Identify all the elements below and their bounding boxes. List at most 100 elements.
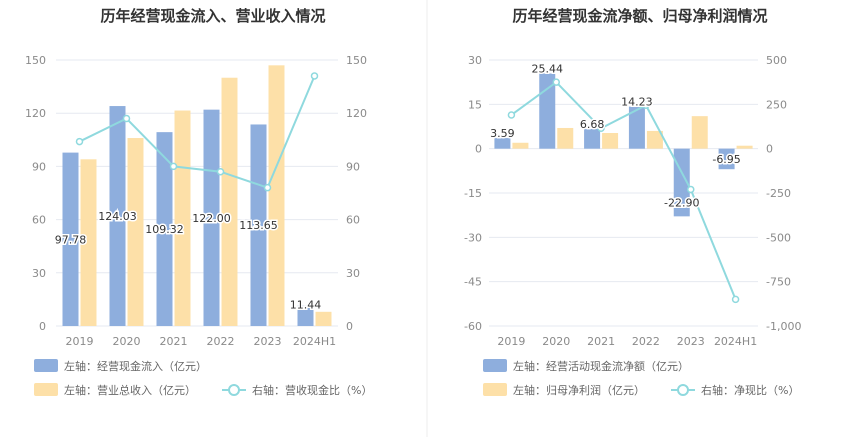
right-axis-tick: 250 bbox=[766, 98, 787, 111]
ratio-line-point bbox=[122, 114, 131, 123]
bar-primary bbox=[628, 106, 645, 149]
bar-primary bbox=[494, 138, 511, 149]
bar-secondary bbox=[315, 311, 332, 326]
x-axis-tick: 2019 bbox=[497, 335, 525, 348]
x-axis-tick: 2024H1 bbox=[293, 335, 336, 348]
bar-data-label: 122.00 bbox=[192, 212, 231, 225]
right-axis-tick: 90 bbox=[346, 160, 360, 173]
legend-label: 左轴：经营活动现金流净额（亿元） bbox=[513, 359, 689, 373]
right-axis-tick: 30 bbox=[346, 267, 360, 280]
left-axis-tick: -60 bbox=[464, 320, 482, 333]
right-axis-tick: -500 bbox=[766, 231, 791, 244]
bars bbox=[62, 65, 332, 326]
x-axis-tick: 2020 bbox=[113, 335, 141, 348]
chart-title: 历年经营现金流净额、归母净利润情况 bbox=[512, 7, 767, 25]
bar-primary bbox=[62, 152, 79, 326]
ratio-line bbox=[75, 72, 319, 192]
ratio-line-point bbox=[169, 162, 178, 171]
left-axis-tick: 60 bbox=[32, 214, 46, 227]
left-axis-tick: -45 bbox=[464, 276, 482, 289]
left-axis-tick: 0 bbox=[39, 320, 46, 333]
bar-data-label: 97.78 bbox=[55, 233, 87, 246]
axis-ticks: 0 0 30 30 60 60 90 90 120 120 150 150 2019 2020 2021 20… bbox=[25, 54, 367, 348]
right-axis-tick: 500 bbox=[766, 54, 787, 67]
ratio-line-point bbox=[310, 72, 319, 80]
right-axis-tick: 0 bbox=[766, 143, 773, 156]
bar-primary bbox=[718, 148, 735, 170]
right-axis-tick: 120 bbox=[346, 107, 367, 120]
right-axis-tick: -250 bbox=[766, 187, 791, 200]
right-axis-tick: 0 bbox=[346, 320, 353, 333]
bar-data-label: 3.59 bbox=[490, 127, 515, 140]
chart-title: 历年经营现金流入、营业收入情况 bbox=[100, 7, 325, 25]
legend-label: 右轴：营收现金比（%） bbox=[252, 383, 372, 397]
bar-secondary bbox=[174, 110, 191, 326]
right-axis-tick: 150 bbox=[346, 54, 367, 67]
ratio-line-point bbox=[731, 295, 740, 304]
legend-line-marker bbox=[677, 384, 689, 396]
x-axis-tick: 2023 bbox=[254, 335, 282, 348]
bar-data-label: 11.44 bbox=[290, 299, 322, 312]
bar-secondary bbox=[646, 130, 663, 149]
x-axis-tick: 2024H1 bbox=[714, 335, 757, 348]
x-axis-tick: 2019 bbox=[66, 335, 94, 348]
left-axis-tick: 150 bbox=[25, 54, 46, 67]
bar-data-label: -22.90 bbox=[664, 196, 699, 209]
left-axis-tick: 15 bbox=[468, 98, 482, 111]
ratio-line-point bbox=[552, 78, 560, 86]
right-axis-tick: 60 bbox=[346, 214, 360, 227]
legend-label: 左轴：营业总收入（亿元） bbox=[64, 383, 196, 397]
bar-data-label: 6.68 bbox=[580, 118, 605, 131]
legend-label: 左轴：经营现金流入（亿元） bbox=[64, 359, 207, 373]
ratio-line-point bbox=[597, 124, 605, 133]
bar-secondary bbox=[512, 142, 529, 149]
left-axis-tick: -30 bbox=[464, 231, 482, 244]
legend-swatch bbox=[34, 359, 58, 372]
data-labels: 3.59 25.44 6.68 14.23 -22.90 -6.95 bbox=[489, 61, 743, 211]
ratio-line-point bbox=[263, 183, 272, 192]
bar-primary bbox=[203, 109, 220, 326]
legend-swatch bbox=[483, 383, 507, 396]
legend-swatch bbox=[34, 383, 58, 396]
legend: 左轴：经营活动现金流净额（亿元） 左轴：归母净利润（亿元） 右轴：净现比（%） bbox=[483, 359, 799, 397]
x-axis-tick: 2022 bbox=[207, 335, 235, 348]
legend: 左轴：经营现金流入（亿元） 左轴：营业总收入（亿元） 右轴：营收现金比（%） bbox=[34, 359, 372, 397]
left-axis-tick: 30 bbox=[32, 267, 46, 280]
data-labels: 97.78 124.03 109.32 122.00 113.65 11.44 bbox=[53, 209, 323, 314]
bar-data-label: 113.65 bbox=[239, 219, 278, 232]
ratio-line-point bbox=[642, 101, 650, 109]
bar-primary bbox=[250, 124, 267, 326]
bar-secondary bbox=[127, 138, 144, 326]
chart-cash-inflow-revenue: 历年经营现金流入、营业收入情况 97.78 124.03 109.32 122.00 1… bbox=[25, 7, 372, 397]
bar-data-label: 109.32 bbox=[145, 223, 184, 236]
legend-line-marker bbox=[228, 384, 240, 396]
bar-data-label: 14.23 bbox=[621, 96, 653, 109]
left-axis-tick: 90 bbox=[32, 160, 46, 173]
x-axis-tick: 2020 bbox=[542, 335, 570, 348]
bar-primary bbox=[109, 106, 126, 326]
bar-data-label: 25.44 bbox=[532, 62, 564, 75]
left-axis-tick: 120 bbox=[25, 107, 46, 120]
bar-secondary bbox=[80, 159, 97, 326]
left-axis-tick: 30 bbox=[468, 54, 482, 67]
ratio-line-point bbox=[687, 185, 695, 194]
right-axis-tick: -750 bbox=[766, 276, 791, 289]
right-axis-tick: -1,000 bbox=[766, 320, 801, 333]
x-axis-tick: 2021 bbox=[587, 335, 615, 348]
chart-net-cash-profit: 历年经营现金流净额、归母净利润情况 3.59 25.44 6.68 14.23 -22.… bbox=[464, 7, 801, 397]
bar-data-label: 124.03 bbox=[98, 210, 137, 223]
axis-ticks: -60 -1,000 -45 -750 -30 -500 -15 -250 0 0 15 250 30 5… bbox=[464, 54, 801, 348]
bar-secondary bbox=[268, 65, 285, 326]
bar-primary bbox=[297, 305, 314, 326]
x-axis-tick: 2022 bbox=[632, 335, 660, 348]
left-axis-tick: 0 bbox=[475, 143, 482, 156]
left-axis-tick: -15 bbox=[464, 187, 482, 200]
ratio-line-point bbox=[75, 137, 84, 146]
bar-primary bbox=[156, 132, 173, 326]
bar-secondary bbox=[602, 133, 619, 149]
legend-swatch bbox=[483, 359, 507, 372]
ratio-line-path bbox=[510, 80, 737, 300]
legend-label: 右轴：净现比（%） bbox=[701, 383, 799, 397]
bar-data-label: -6.95 bbox=[712, 153, 740, 166]
